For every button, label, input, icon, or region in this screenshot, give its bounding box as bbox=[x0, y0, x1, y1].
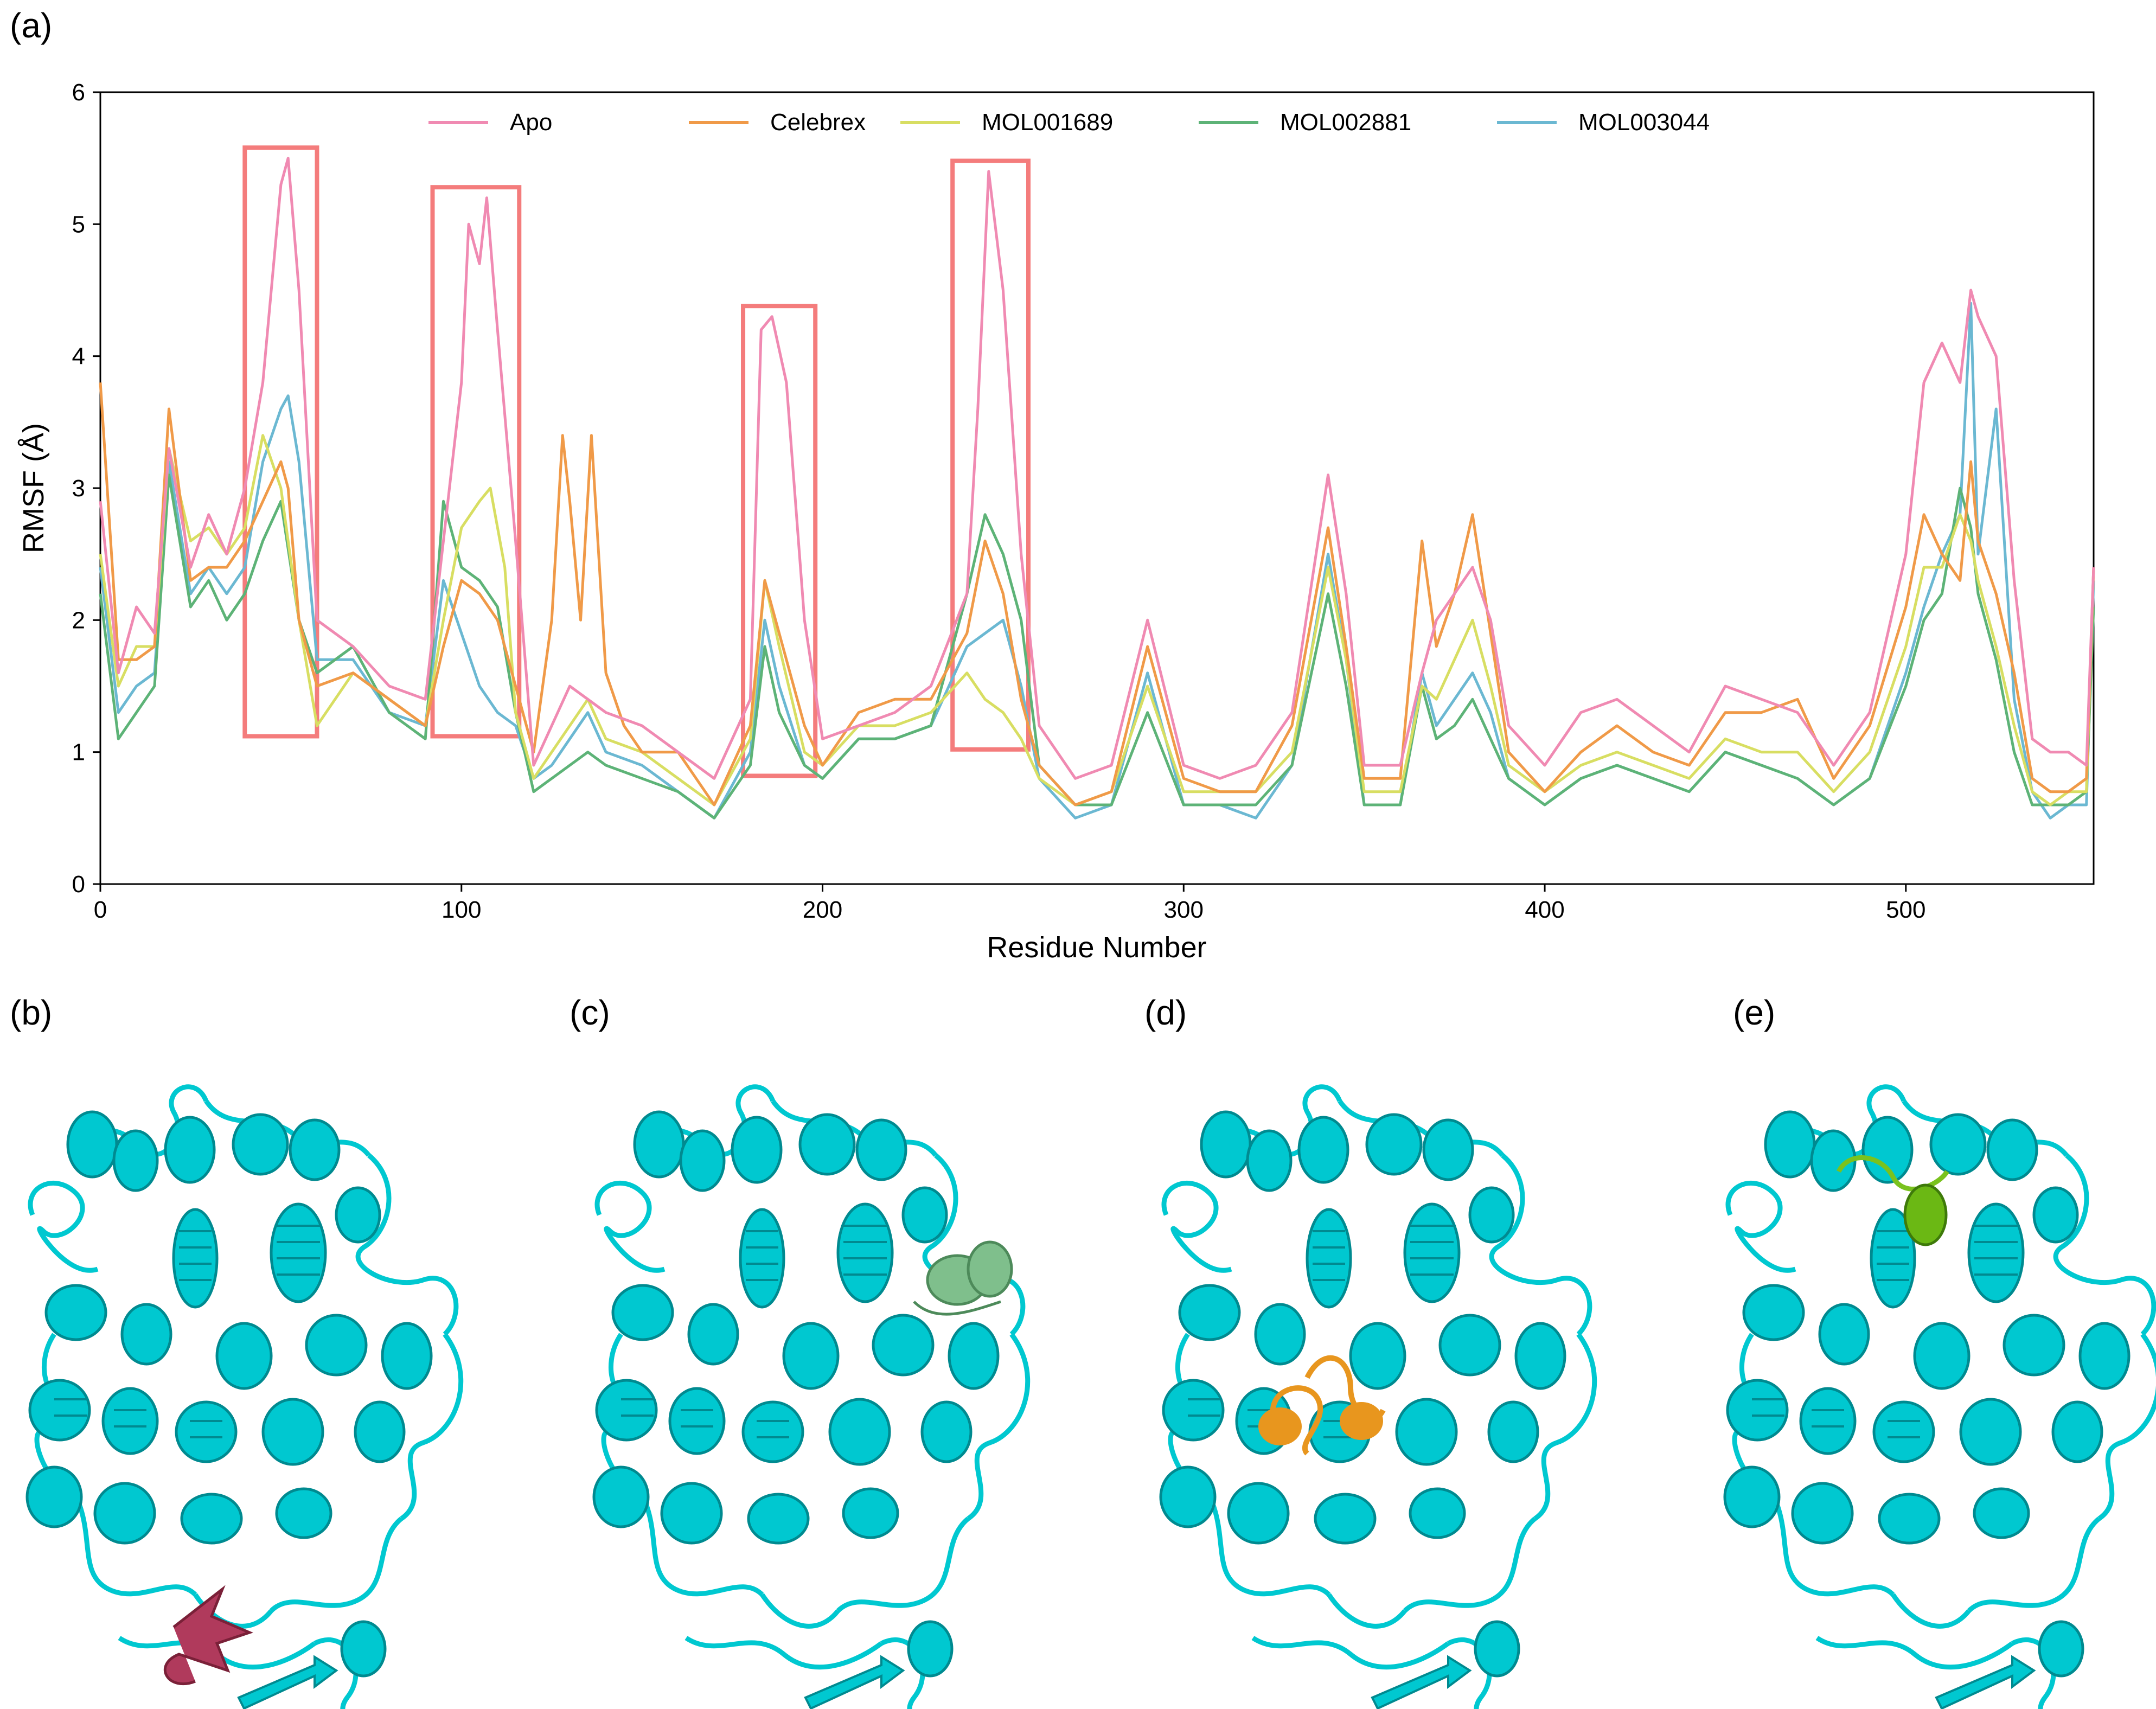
legend-label: MOL001689 bbox=[982, 109, 1113, 136]
x-axis-label: Residue Number bbox=[987, 931, 1206, 964]
y-tick-label: 3 bbox=[72, 475, 85, 502]
panel-label-c: (c) bbox=[570, 993, 610, 1032]
protein-structure-c bbox=[594, 1087, 1028, 1709]
x-tick-label: 0 bbox=[94, 897, 107, 923]
legend-label: MOL003044 bbox=[1578, 109, 1710, 136]
x-tick-label: 100 bbox=[442, 897, 481, 923]
highlight-box bbox=[741, 304, 818, 778]
highlight-segment-d bbox=[1258, 1355, 1386, 1456]
y-tick-label: 0 bbox=[72, 871, 85, 898]
series-line-celebrex bbox=[99, 382, 2095, 807]
series-line-apo bbox=[99, 157, 2095, 780]
x-tick-label: 400 bbox=[1525, 897, 1564, 923]
legend: Apo Celebrex MOL001689 MOL002881 MOL003044 bbox=[428, 109, 1710, 136]
y-tick-label: 2 bbox=[72, 607, 85, 633]
series-lines bbox=[99, 157, 2095, 820]
rmsf-chart: 0 100 200 300 400 500 0 1 2 3 4 5 6 Apo Celebrex MOL00… bbox=[17, 79, 2095, 964]
panel-label-e: (e) bbox=[1733, 993, 1776, 1032]
highlight-box bbox=[950, 158, 1031, 752]
x-tick-label: 500 bbox=[1886, 897, 1925, 923]
x-tick-label: 300 bbox=[1164, 897, 1204, 923]
y-tick-label: 6 bbox=[72, 79, 85, 106]
y-axis-label: RMSF (Å) bbox=[17, 423, 50, 553]
protein-structure-b bbox=[27, 1087, 461, 1709]
protein-structure-e bbox=[1725, 1087, 2156, 1709]
y-tick-label: 4 bbox=[72, 343, 85, 370]
highlight-segment-e bbox=[1836, 1155, 1949, 1246]
highlight-segment-b bbox=[163, 1585, 254, 1686]
series-line-mol001689 bbox=[99, 434, 2095, 807]
panel-label-d: (d) bbox=[1144, 993, 1187, 1032]
highlight-box bbox=[242, 145, 319, 739]
highlight-box bbox=[430, 185, 522, 739]
axis-ticks: 0 100 200 300 400 500 0 1 2 3 4 5 6 bbox=[72, 79, 1926, 923]
series-line-mol002881 bbox=[99, 473, 2095, 820]
highlight-boxes bbox=[242, 145, 1031, 778]
protein-structure-d bbox=[1161, 1087, 1595, 1709]
highlight-segment-c bbox=[913, 1240, 1013, 1316]
panel-label-a: (a) bbox=[10, 6, 53, 45]
x-tick-label: 200 bbox=[803, 897, 842, 923]
legend-label: MOL002881 bbox=[1280, 109, 1411, 136]
panel-label-b: (b) bbox=[10, 993, 53, 1032]
legend-label: Celebrex bbox=[770, 109, 866, 136]
plot-area-frame bbox=[99, 91, 2095, 885]
y-tick-label: 1 bbox=[72, 739, 85, 766]
y-tick-label: 5 bbox=[72, 211, 85, 238]
legend-label: Apo bbox=[510, 109, 552, 136]
series-line-mol003044 bbox=[99, 302, 2095, 820]
